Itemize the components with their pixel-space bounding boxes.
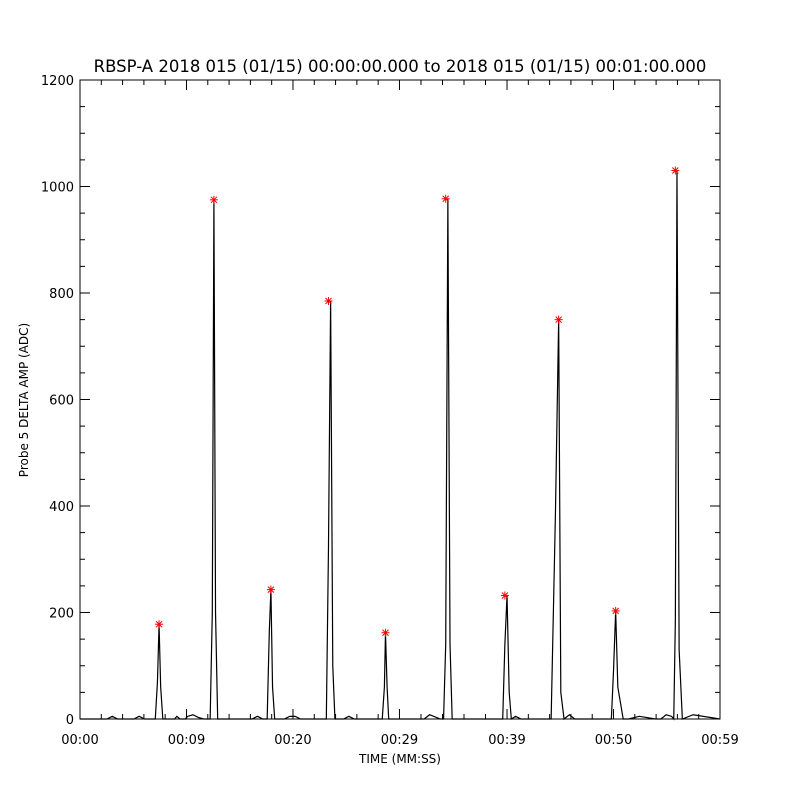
peak-marker [155, 620, 164, 629]
peak-marker [209, 195, 218, 204]
x-tick-label: 00:09 [168, 733, 205, 748]
y-tick-label: 0 [66, 713, 74, 728]
y-tick-label: 600 [49, 394, 74, 409]
peak-marker [611, 606, 620, 615]
x-tick-label: 00:39 [488, 733, 525, 748]
y-tick-label: 400 [49, 500, 74, 515]
x-tick-label: 00:20 [274, 733, 311, 748]
peak-marker [266, 585, 275, 594]
y-axis-label: Probe 5 DELTA AMP (ADC) [17, 323, 31, 477]
peak-markers [155, 166, 680, 637]
peak-marker [381, 628, 390, 637]
x-tick-label: 00:29 [381, 733, 418, 748]
peak-marker [554, 315, 563, 324]
series-group [80, 170, 721, 721]
y-tick-label: 200 [49, 607, 74, 622]
peak-marker [671, 166, 680, 175]
peak-marker [324, 296, 333, 305]
x-axis-label: TIME (MM:SS) [358, 752, 441, 766]
chart-title: RBSP-A 2018 015 (01/15) 00:00:00.000 to … [94, 57, 707, 76]
series-line [80, 170, 721, 721]
peak-marker [500, 591, 509, 600]
tick-labels: 0 200 400 600 800 1000 1200 00:00 00:09 00:20 00:2… [41, 74, 739, 748]
y-tick-label: 1200 [41, 74, 74, 89]
x-tick-label: 00:50 [595, 733, 632, 748]
y-tick-label: 1000 [41, 181, 74, 196]
x-tick-label: 00:00 [61, 733, 98, 748]
peak-marker [441, 194, 450, 203]
y-tick-label: 800 [49, 287, 74, 302]
x-tick-label: 00:59 [701, 733, 738, 748]
